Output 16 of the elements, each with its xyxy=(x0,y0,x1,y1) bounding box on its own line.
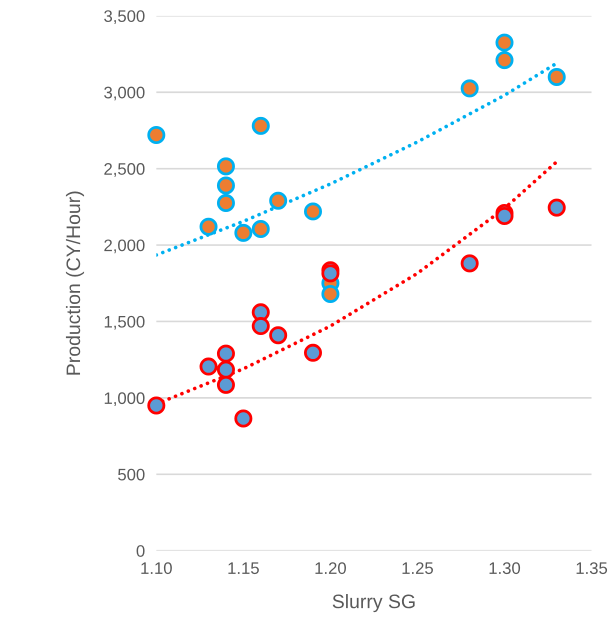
y-tick-label: 1,000 xyxy=(104,392,145,406)
x-tick-label: 1.25 xyxy=(402,562,433,574)
y-tick-label: 3,500 xyxy=(104,10,145,24)
x-tick-label: 1.15 xyxy=(228,562,259,574)
x-tick-label: 1.35 xyxy=(576,562,608,574)
y-tick-label: 0 xyxy=(136,545,145,557)
x-tick-label: 1.20 xyxy=(315,562,346,574)
y-tick-label: 3,000 xyxy=(104,86,145,100)
x-axis-title: Slurry SG xyxy=(332,594,415,612)
y-tick-label: 2,500 xyxy=(104,163,145,177)
x-tick-label: 1.30 xyxy=(490,562,520,574)
y-tick-label: 2,000 xyxy=(104,239,145,254)
y-axis-title: Production (CY/Hour) xyxy=(66,192,84,375)
y-tick-label: 500 xyxy=(118,468,145,480)
x-tick-label: 1.10 xyxy=(141,562,172,574)
y-tick-label: 1,500 xyxy=(104,316,145,330)
